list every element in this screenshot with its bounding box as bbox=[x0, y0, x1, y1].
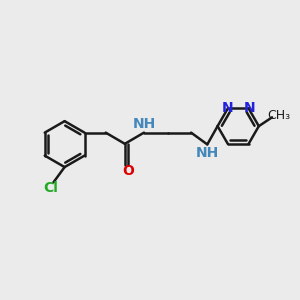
Text: NH: NH bbox=[196, 146, 219, 160]
Text: O: O bbox=[122, 164, 134, 178]
Text: N: N bbox=[221, 101, 233, 115]
Text: N: N bbox=[243, 101, 255, 115]
Text: Cl: Cl bbox=[43, 181, 58, 195]
Text: CH₃: CH₃ bbox=[267, 109, 290, 122]
Text: NH: NH bbox=[133, 117, 156, 131]
